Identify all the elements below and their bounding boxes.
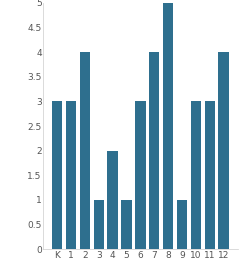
Bar bbox=[80, 52, 90, 249]
Bar bbox=[177, 200, 187, 249]
Bar bbox=[135, 101, 146, 249]
Bar bbox=[191, 101, 201, 249]
Bar bbox=[108, 151, 118, 249]
Bar bbox=[218, 52, 229, 249]
Bar bbox=[94, 200, 104, 249]
Bar bbox=[163, 3, 173, 249]
Bar bbox=[204, 101, 215, 249]
Bar bbox=[121, 200, 132, 249]
Bar bbox=[149, 52, 159, 249]
Bar bbox=[52, 101, 62, 249]
Bar bbox=[66, 101, 76, 249]
